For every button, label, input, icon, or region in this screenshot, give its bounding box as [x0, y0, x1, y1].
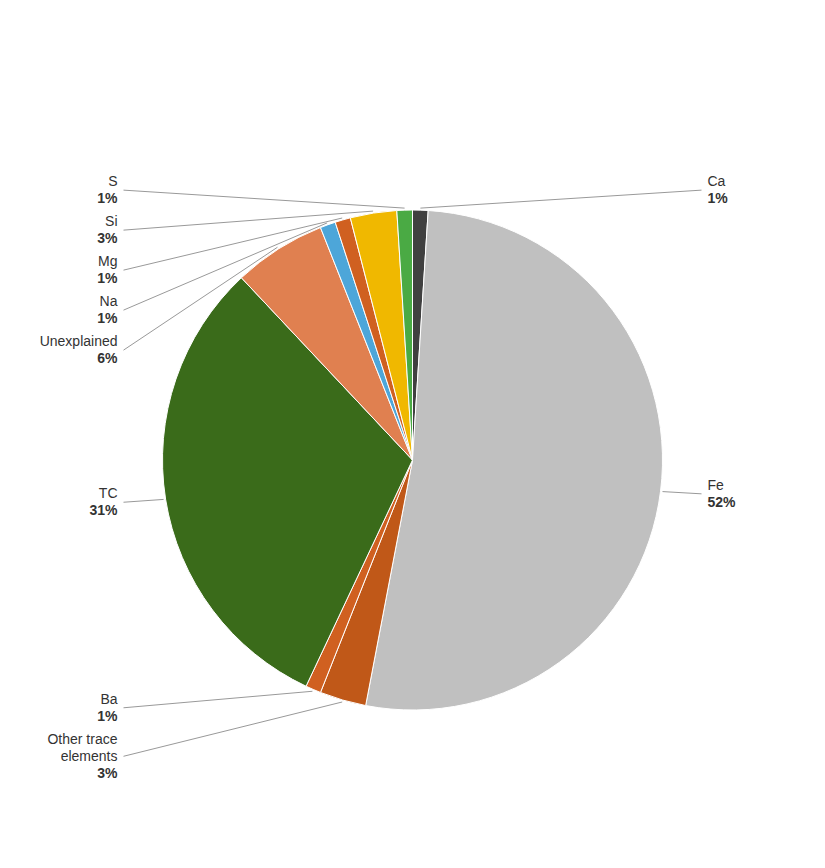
category-label: Mg [98, 253, 117, 269]
slice-label: Na1% [97, 293, 118, 326]
value-label: 3% [97, 230, 118, 246]
pie-slice [350, 210, 412, 460]
category-label: Si [105, 213, 117, 229]
category-label: TC [99, 485, 118, 501]
category-label: elements [61, 748, 118, 764]
slice-label: TC31% [89, 485, 118, 518]
slice-label: Other traceelements3% [47, 731, 118, 781]
connector [124, 499, 164, 502]
connector [663, 492, 702, 494]
connector [124, 218, 343, 270]
category-label: Ba [100, 691, 117, 707]
slice-label: Ca1% [708, 173, 729, 206]
labels: Ca1%Fe52%Other traceelements3%Ba1%TC31%U… [40, 173, 736, 781]
value-label: 1% [97, 190, 118, 206]
connector [124, 247, 278, 350]
value-label: 3% [97, 765, 118, 781]
pie-chart: Ca1%Fe52%Other traceelements3%Ba1%TC31%U… [0, 0, 825, 868]
slice-label: Unexplained6% [40, 333, 118, 366]
connector [124, 190, 405, 208]
category-label: Other trace [47, 731, 117, 747]
value-label: 1% [97, 310, 118, 326]
connector [124, 702, 343, 756]
connector [124, 211, 374, 230]
slice-label: Fe52% [708, 477, 737, 510]
chart-container: Ca1%Fe52%Other traceelements3%Ba1%TC31%U… [0, 0, 825, 868]
category-label: Na [100, 293, 118, 309]
pie-slice [397, 210, 413, 460]
wedges [162, 210, 662, 710]
value-label: 6% [97, 350, 118, 366]
slice-label: Ba1% [97, 691, 118, 724]
connector [420, 190, 701, 208]
connectors [124, 190, 702, 756]
category-label: S [108, 173, 117, 189]
slice-label: Si3% [97, 213, 118, 246]
value-label: 31% [89, 502, 118, 518]
background [0, 0, 825, 868]
connector [124, 223, 328, 310]
category-label: Fe [708, 477, 725, 493]
category-label: Ca [708, 173, 726, 189]
value-label: 52% [708, 494, 737, 510]
connector [124, 691, 313, 708]
value-label: 1% [97, 708, 118, 724]
slice-label: Mg1% [97, 253, 118, 286]
slice-label: S1% [97, 173, 118, 206]
category-label: Unexplained [40, 333, 118, 349]
value-label: 1% [97, 270, 118, 286]
value-label: 1% [708, 190, 729, 206]
